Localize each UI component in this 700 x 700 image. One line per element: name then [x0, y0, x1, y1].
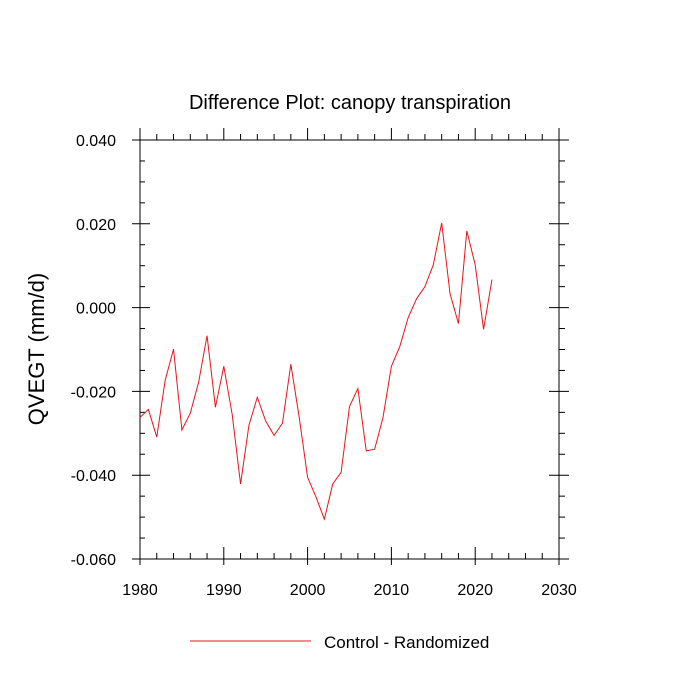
x-tick-label: 2010 [374, 582, 410, 599]
legend-label-control-randomized: Control - Randomized [324, 633, 489, 652]
x-tick-label: 1990 [206, 582, 242, 599]
y-tick-label: 0.040 [76, 133, 116, 150]
plot-frame [139, 139, 560, 560]
x-tick-label: 1980 [122, 582, 158, 599]
x-tick-label: 2020 [457, 582, 493, 599]
y-tick-label: -0.040 [71, 468, 116, 485]
series-line-control-randomized [139, 222, 493, 521]
y-tick-label: -0.020 [71, 384, 116, 401]
y-tick-label: 0.020 [76, 217, 116, 234]
axis-ticks [132, 128, 569, 565]
y-axis-label: QVEGT (mm/d) [24, 273, 49, 425]
legend: Control - Randomized [190, 633, 489, 652]
x-tick-label: 2030 [541, 582, 577, 599]
chart-title: Difference Plot: canopy transpiration [189, 92, 511, 114]
y-tick-label: 0.000 [76, 301, 116, 318]
series-layer [139, 222, 493, 521]
y-tick-label: -0.060 [71, 552, 116, 569]
x-tick-label: 2000 [290, 582, 326, 599]
axis-tick-labels: 1980 1990 2000 2010 2020 2030 -0.060 -0.040 -0.0… [71, 133, 577, 599]
